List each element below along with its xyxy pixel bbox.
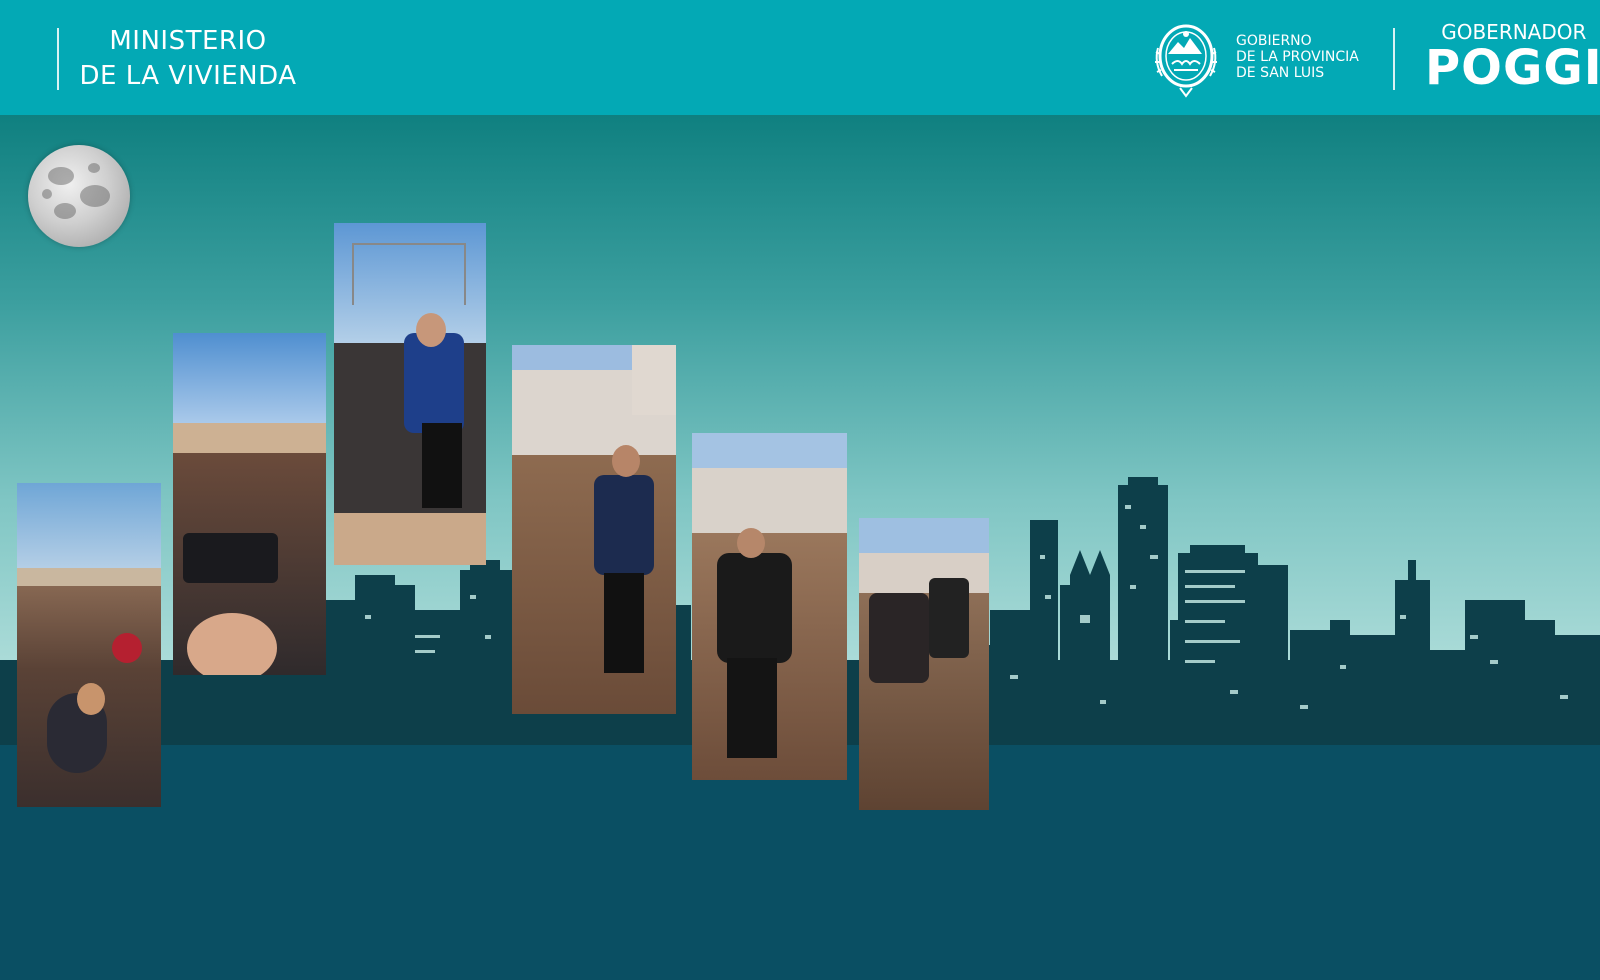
government-label-line2: DE LA PROVINCIA — [1236, 49, 1359, 65]
header-divider-right — [1393, 28, 1395, 90]
header-divider-left — [57, 28, 59, 90]
coat-of-arms-icon — [1155, 24, 1217, 98]
moon-icon — [28, 145, 130, 247]
ministry-title-line1: MINISTERIO — [109, 26, 267, 56]
photo-construction-walk[interactable] — [692, 433, 847, 780]
photo-speaker[interactable] — [334, 223, 486, 565]
ministry-title-line2: DE LA VIVIENDA — [79, 61, 297, 91]
photo-crowd[interactable] — [17, 483, 161, 807]
ground-band — [0, 740, 1600, 980]
governor-title: GOBERNADOR — [1441, 20, 1587, 44]
photo-man-walking[interactable] — [512, 345, 676, 714]
photo-group-walking[interactable] — [859, 518, 989, 810]
photo-press-camera[interactable] — [173, 333, 326, 675]
governor-brand: GOBERNADOR POGGI — [1425, 20, 1600, 92]
government-label-line1: GOBIERNO — [1236, 33, 1312, 49]
governor-name: POGGI — [1425, 40, 1600, 96]
header-bar: MINISTERIO DE LA VIVIENDA GOBIERNO DE LA… — [0, 0, 1600, 115]
government-label: GOBIERNO DE LA PROVINCIA DE SAN LUIS — [1236, 33, 1359, 81]
ministry-title: MINISTERIO DE LA VIVIENDA — [78, 24, 298, 94]
government-label-line3: DE SAN LUIS — [1236, 65, 1325, 81]
